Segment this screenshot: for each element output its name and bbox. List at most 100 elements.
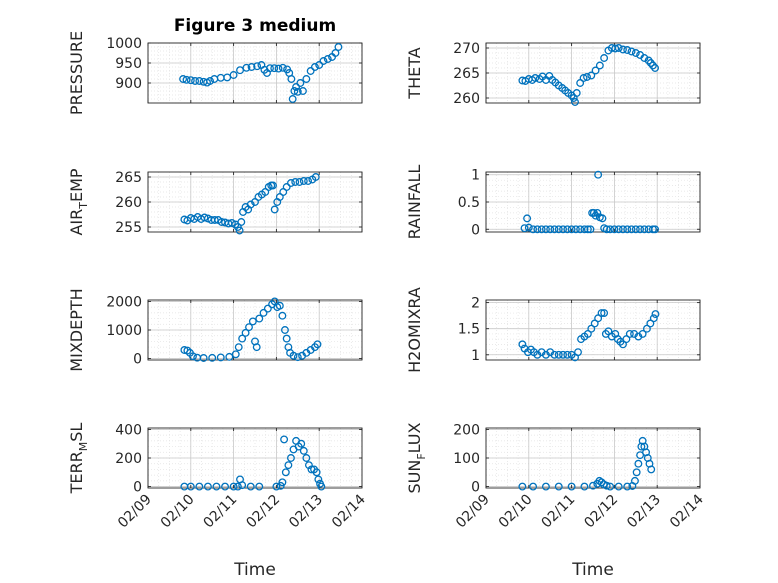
subplot-4: 0 0.5 1 RAINFALL [405, 165, 701, 240]
x-axis-label: Time [571, 560, 614, 580]
x-axis-label: Time [233, 560, 276, 580]
data-point [278, 311, 287, 320]
data-point [559, 225, 567, 234]
data-point [288, 95, 297, 103]
y-axis-label-main: MIXDEPTH [67, 288, 86, 371]
data-point [278, 63, 287, 72]
data-point [554, 482, 563, 491]
subplot-2: 260 265 270 THETA [405, 41, 701, 107]
data-point [520, 224, 529, 233]
y-axis-label: THETA [405, 47, 424, 99]
data-point [246, 200, 255, 209]
y-axis-label: SUNFLUX [405, 422, 428, 493]
data-point [282, 183, 291, 191]
data-point [594, 170, 603, 179]
data-point [563, 350, 572, 359]
data-point [623, 482, 632, 491]
data-point [284, 461, 293, 470]
axes-box [147, 42, 363, 104]
data-point [611, 44, 620, 53]
data-point [518, 340, 527, 349]
data-point [554, 225, 563, 234]
data-point [266, 64, 274, 73]
data-point [537, 225, 546, 234]
data-point [630, 476, 639, 485]
y-axis-label-main: AIR [67, 209, 86, 236]
y-tick-label: 100 [453, 451, 480, 467]
data-point [587, 71, 596, 80]
data-point [248, 317, 257, 326]
y-axis-label: RAINFALL [405, 165, 424, 240]
y-axis-label-tail: EMP [67, 168, 86, 202]
data-point [306, 67, 315, 75]
axes-box [485, 299, 701, 361]
y-axis-label-subscript: T [77, 202, 90, 210]
y-tick-label: 950 [115, 56, 142, 72]
data-point [595, 61, 604, 70]
data-point [317, 482, 326, 491]
data-point [302, 75, 311, 83]
y-axis-label-subscript: F [415, 453, 428, 459]
data-point [554, 350, 563, 359]
data-point [541, 225, 550, 234]
data-point [287, 179, 295, 187]
data-point [627, 225, 636, 234]
data-point [574, 348, 582, 357]
y-tick-label: 270 [453, 41, 480, 57]
data-point [649, 314, 658, 323]
data-point [602, 225, 611, 234]
data-point [229, 71, 238, 79]
data-point [600, 309, 609, 317]
data-point [529, 225, 538, 234]
data-point [296, 79, 305, 87]
subplot-6: 1 1.5 2 H2OMIXRA [405, 287, 701, 373]
data-point [269, 181, 277, 190]
data-point [297, 439, 306, 448]
y-tick-label: 1.5 [458, 322, 480, 338]
data-point [623, 225, 632, 234]
data-point [289, 351, 298, 360]
y-tick-label: 265 [115, 170, 142, 186]
data-point [651, 310, 660, 319]
data-point [281, 326, 289, 334]
data-point [638, 329, 647, 338]
y-axis-label: AIRTEMP [67, 168, 90, 235]
y-tick-label: 1000 [106, 323, 142, 339]
data-point [255, 482, 264, 491]
data-point [334, 43, 343, 51]
data-point [195, 482, 204, 491]
data-point [245, 323, 253, 332]
data-series [180, 297, 322, 362]
data-point [640, 225, 649, 234]
data-point [311, 173, 320, 181]
data-point [212, 482, 221, 491]
data-point [235, 226, 244, 235]
y-axis-label: MIXDEPTH [67, 288, 86, 371]
data-point [523, 214, 532, 223]
y-tick-label: 0 [133, 480, 142, 496]
y-tick-label: 200 [115, 451, 142, 467]
data-point [255, 314, 264, 323]
y-axis-label-main: RAINFALL [405, 165, 424, 240]
data-point [278, 478, 287, 487]
data-point [583, 73, 591, 81]
data-point [208, 353, 217, 362]
data-point [186, 482, 195, 491]
data-point [191, 77, 200, 85]
data-point [625, 329, 634, 338]
y-axis-label: TERRMSL [67, 423, 90, 495]
data-point [589, 481, 597, 490]
data-point [280, 435, 289, 444]
data-point [210, 216, 219, 224]
y-axis-label-subscript: M [77, 442, 90, 452]
y-tick-label: 0 [471, 480, 480, 496]
data-point [315, 61, 324, 69]
y-tick-label: 255 [115, 220, 142, 236]
data-series [179, 43, 343, 103]
data-point [619, 225, 627, 234]
subplot-3: 255 260 265 AIRTEMP [67, 168, 363, 236]
data-point [179, 75, 188, 83]
data-point [199, 354, 208, 362]
data-point [188, 352, 197, 361]
